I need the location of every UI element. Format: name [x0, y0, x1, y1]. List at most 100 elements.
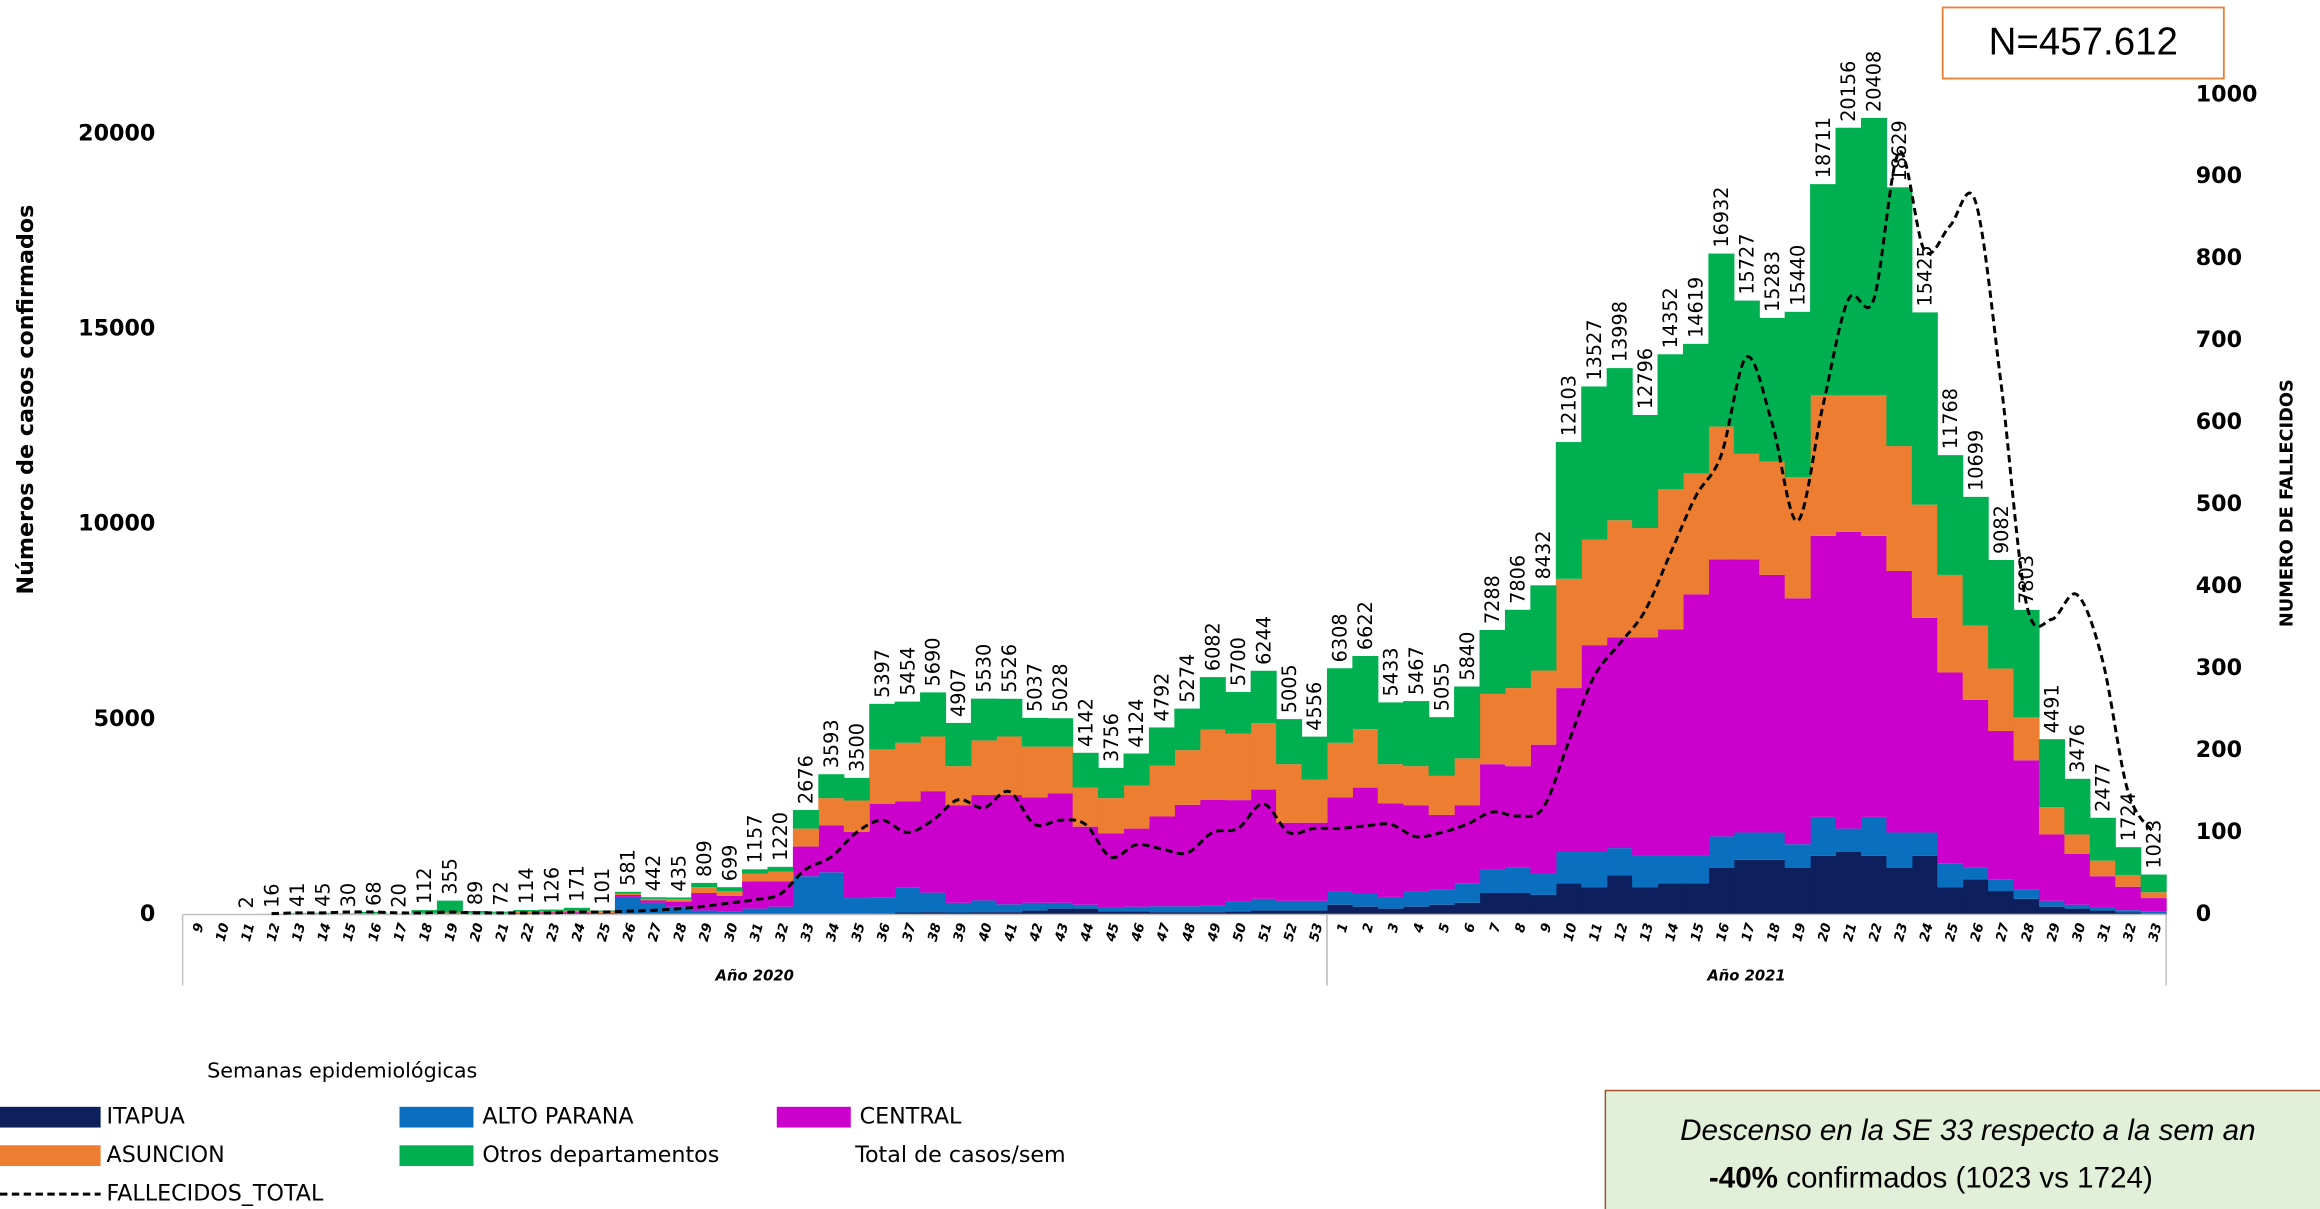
bar-segment — [1962, 699, 1989, 868]
x-tick-label: 42 — [1027, 922, 1047, 945]
bar-segment — [2089, 860, 2116, 877]
bar-segment — [970, 912, 997, 915]
bar-segment — [1632, 528, 1659, 638]
x-tick-label: 37 — [900, 921, 919, 943]
bar-segment — [1377, 764, 1404, 804]
legend-swatch — [399, 1106, 474, 1128]
x-tick-label: 28 — [671, 922, 690, 944]
legend-swatch — [776, 1106, 851, 1128]
bar-segment — [1250, 670, 1277, 724]
bar-segment — [1708, 559, 1735, 837]
bar-segment — [869, 804, 896, 898]
bar-segment — [1377, 896, 1404, 909]
data-label: 171 — [566, 865, 589, 902]
data-label: 581 — [617, 849, 640, 886]
x-tick-label: 29 — [2045, 922, 2064, 944]
bar-segment — [1148, 912, 1175, 915]
bar-segment — [1326, 904, 1353, 915]
bar-segment — [1174, 804, 1201, 907]
bar-segment — [1021, 910, 1048, 915]
bar-segment — [2038, 807, 2065, 835]
x-tick-label: 7 — [1488, 921, 1505, 935]
bar-segment — [1047, 793, 1074, 903]
bar-segment — [436, 900, 463, 913]
x-tick-label: 24 — [570, 922, 589, 944]
x-tick-label: 12 — [1612, 922, 1631, 944]
data-label: 1220 — [769, 812, 792, 861]
x-tick-label: 16 — [366, 922, 385, 944]
data-label: 126 — [540, 867, 563, 904]
x-tick-label: 3 — [1386, 922, 1403, 935]
x-tick-label: 39 — [951, 922, 970, 944]
bar-segment — [767, 906, 794, 915]
bar-segment — [513, 910, 540, 912]
bar-segment — [1047, 902, 1074, 909]
bar-segment — [1326, 742, 1353, 798]
legend-label: Total de casos/sem — [854, 1142, 1065, 1168]
x-tick-label: 19 — [442, 922, 461, 944]
bar-segment — [1326, 668, 1353, 743]
data-label: 6308 — [1329, 613, 1352, 662]
title-box — [1941, 6, 2225, 80]
bar-segment — [1174, 708, 1201, 751]
bar-segment — [1682, 855, 1709, 884]
bar-segment — [1326, 797, 1353, 892]
bar-segment — [589, 910, 616, 912]
bar-segment — [1148, 906, 1175, 913]
bar-segment — [742, 873, 769, 882]
bar-segment — [1555, 442, 1582, 579]
bar-segment — [1123, 785, 1150, 829]
bar-segment — [1047, 718, 1074, 747]
bar-segment — [1352, 906, 1379, 915]
x-tick-label: 46 — [1129, 922, 1149, 945]
y2-tick-label: 500 — [2196, 491, 2242, 517]
group-label: Año 2020 — [715, 968, 794, 985]
bar-segment — [1276, 822, 1303, 901]
x-tick-label: 18 — [417, 922, 436, 944]
bar-segment — [2140, 911, 2167, 914]
data-label: 442 — [642, 855, 665, 892]
deaths-line — [271, 150, 2155, 916]
bar-segment — [894, 887, 921, 913]
bar-segment — [869, 897, 896, 914]
bar-segment — [1937, 863, 1964, 888]
bar-segment — [1581, 539, 1608, 646]
bar-segment — [1199, 729, 1226, 800]
data-label: 10699 — [1964, 430, 1987, 491]
bar-segment — [1148, 765, 1175, 817]
data-label: 30 — [337, 883, 360, 907]
bar-segment — [1250, 723, 1277, 790]
bar-segment — [716, 887, 743, 892]
bar-segment — [564, 912, 591, 915]
x-tick-label: 15 — [341, 922, 360, 944]
x-tick-label: 8 — [1513, 922, 1530, 935]
data-label: 13998 — [1608, 301, 1631, 362]
x-tick-label: 22 — [519, 922, 538, 944]
bar-segment — [691, 882, 718, 888]
bar-segment — [1250, 910, 1277, 915]
data-label: 1023 — [2142, 820, 2165, 869]
data-label: 14352 — [1659, 287, 1682, 348]
x-tick-label: 17 — [1739, 921, 1758, 943]
bar-segment — [360, 913, 387, 915]
data-label: 12796 — [1634, 348, 1657, 409]
bar-segment — [1021, 717, 1048, 747]
bar-segment — [665, 901, 692, 907]
bar-segment — [1632, 415, 1659, 529]
y-tick-label: 0 — [140, 901, 155, 927]
bar-segment — [1428, 814, 1455, 890]
bar-segment — [1886, 832, 1913, 868]
bar-segment — [2013, 898, 2040, 915]
x-tick-label: 9 — [1538, 922, 1555, 935]
x-tick-label: 25 — [595, 922, 614, 944]
bar-segment — [691, 893, 718, 911]
x-tick-label: 22 — [1867, 922, 1886, 944]
bar-segment — [2013, 609, 2040, 718]
bar-segment — [1047, 908, 1074, 915]
data-label: 89 — [464, 881, 487, 905]
legend-label: Otros departamentos — [482, 1142, 719, 1168]
data-label: 11768 — [1939, 388, 1962, 449]
bar-segment — [1123, 906, 1150, 912]
bar-segment — [894, 701, 921, 743]
bar-segment — [1072, 908, 1099, 915]
